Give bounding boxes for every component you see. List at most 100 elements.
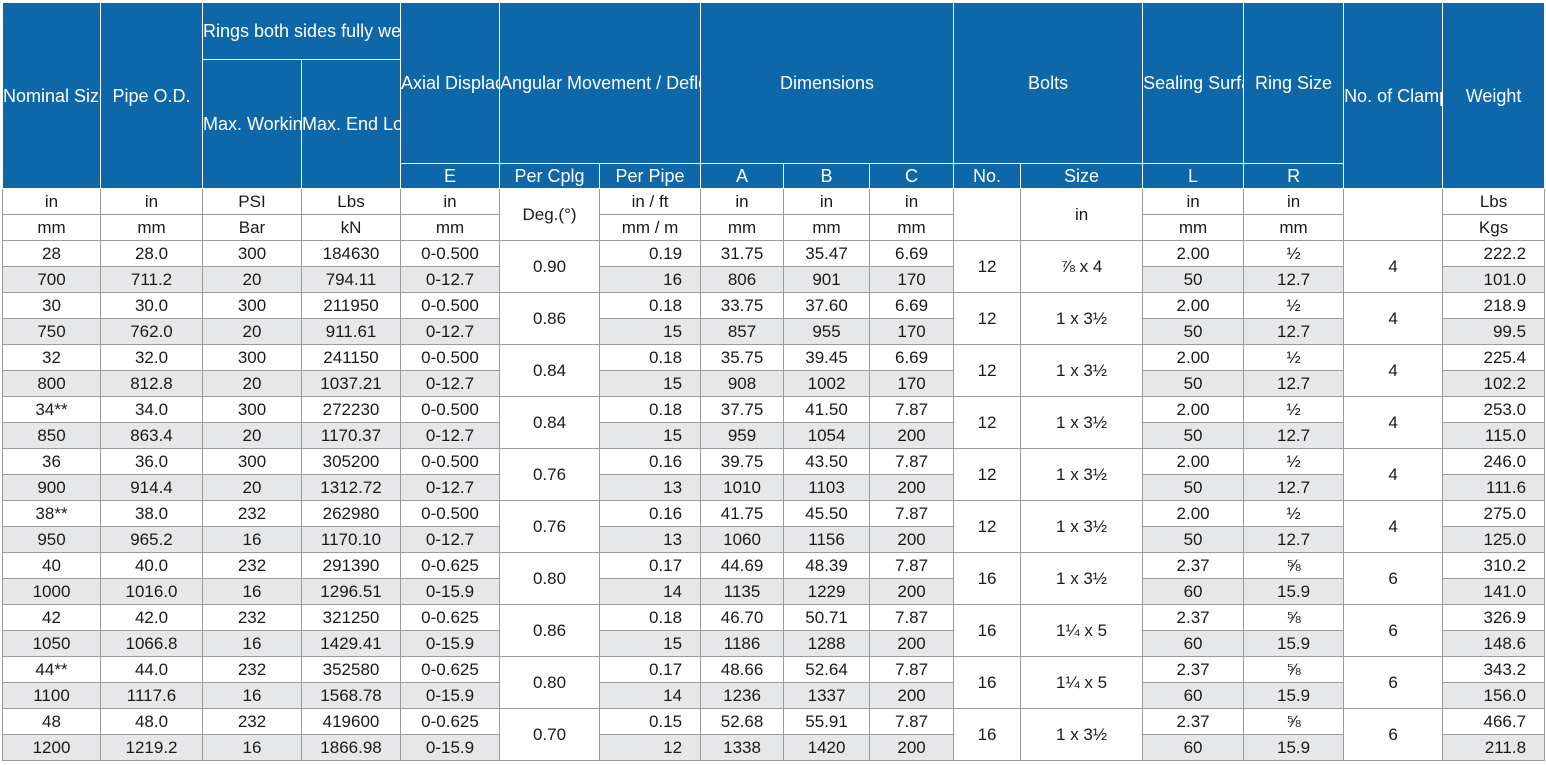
table-cell: 50 (1142, 474, 1245, 501)
table-cell: 13 (599, 474, 702, 501)
header-dimensions: Dimensions (700, 2, 955, 164)
table-cell: 60 (1142, 682, 1245, 709)
table-cell: 1186 (700, 630, 785, 657)
bolt-size-cell: 1 x 3½ (1020, 708, 1144, 761)
table-cell: 200 (869, 526, 955, 553)
table-cell: 0-0.625 (400, 708, 501, 735)
table-cell: 39.75 (700, 448, 785, 475)
table-cell: 800 (2, 370, 101, 397)
table-cell: 0-0.500 (400, 396, 501, 423)
table-cell: 232 (202, 708, 302, 735)
table-cell: 15 (599, 422, 702, 449)
table-cell: 0-12.7 (400, 474, 501, 501)
header-ring-letter: R (1243, 163, 1345, 189)
table-cell: 50 (1142, 422, 1245, 449)
table-cell: 1135 (700, 578, 785, 605)
table-cell: 12.7 (1243, 422, 1345, 449)
table-cell: 7.87 (869, 604, 955, 631)
table-row: 700 711.2 20 794.11 0-12.7 16 806 901 170 50 12.7 1… (2, 266, 1546, 293)
table-cell: 50 (1142, 266, 1245, 293)
table-cell: 50 (1142, 526, 1245, 553)
header-pipe-od: Pipe O.D. (100, 2, 203, 189)
table-cell: 101.0 (1442, 266, 1546, 293)
unit-cell: kN (300, 214, 402, 241)
unit-cell: in (2, 188, 101, 215)
table-cell: 16 (202, 526, 302, 553)
header-max-end-load: Max. End Load (CWP)# (300, 59, 402, 189)
header-dim-b: B (783, 163, 871, 189)
table-cell: 12.7 (1243, 526, 1345, 553)
header-bolts-no: No. (953, 163, 1022, 189)
table-cell: 241150 (300, 344, 402, 371)
unit-cell: PSI (202, 188, 302, 215)
unit-cell: Kgs (1442, 214, 1546, 241)
table-cell: 35.47 (783, 240, 871, 267)
table-cell: 15 (599, 370, 702, 397)
table-cell: 1010 (700, 474, 785, 501)
table-cell: 48.39 (783, 552, 871, 579)
unit-cell: Lbs (300, 188, 402, 215)
table-cell: 1288 (783, 630, 871, 657)
clamps-cell: 6 (1343, 604, 1444, 657)
table-cell: 7.87 (869, 500, 955, 527)
table-cell: 0-15.9 (400, 734, 501, 761)
table-cell: 30 (2, 292, 101, 319)
table-cell: 0-0.500 (400, 240, 501, 267)
unit-cell: mm / m (599, 214, 702, 241)
table-cell: 246.0 (1442, 448, 1546, 475)
header-sealing-surface: Sealing Surface (1142, 2, 1245, 164)
table-cell: 111.6 (1442, 474, 1546, 501)
table-cell: 200 (869, 682, 955, 709)
table-cell: 352580 (300, 656, 402, 683)
table-row: 1100 1117.6 16 1568.78 0-15.9 14 1236 1337 200 60… (2, 682, 1546, 709)
table-cell: 262980 (300, 500, 402, 527)
table-cell: 1103 (783, 474, 871, 501)
unit-cell: mm (400, 214, 501, 241)
table-cell: 41.75 (700, 500, 785, 527)
bolt-size-cell: 1¼ x 5 (1020, 656, 1144, 709)
table-cell: 1100 (2, 682, 101, 709)
table-cell: 291390 (300, 552, 402, 579)
table-cell: 253.0 (1442, 396, 1546, 423)
unit-cell: mm (869, 214, 955, 241)
bolt-no-cell: 12 (953, 448, 1022, 501)
table-body: in in PSI Lbs in Deg.(°) in / ft in in i… (2, 188, 1546, 761)
table-cell: 300 (202, 240, 302, 267)
table-cell: 232 (202, 604, 302, 631)
clamps-cell: 6 (1343, 656, 1444, 709)
header-dim-a: A (700, 163, 785, 189)
table-cell: 0-0.500 (400, 344, 501, 371)
unit-cell: mm (700, 214, 785, 241)
table-cell: 806 (700, 266, 785, 293)
table-cell: 6.69 (869, 240, 955, 267)
bolt-size-cell: 1 x 3½ (1020, 552, 1144, 605)
table-cell: 125.0 (1442, 526, 1546, 553)
table-cell: 170 (869, 266, 955, 293)
table-row: 850 863.4 20 1170.37 0-12.7 15 959 1054 200 50 12.… (2, 422, 1546, 449)
bolt-size-cell: 1¼ x 5 (1020, 604, 1144, 657)
table-cell: 343.2 (1442, 656, 1546, 683)
table-cell: 1156 (783, 526, 871, 553)
header-per-cplg: Per Cplg (499, 163, 601, 189)
deflection-cell: 0.70 (499, 708, 601, 761)
table-cell: 28.0 (100, 240, 203, 267)
header-per-pipe: Per Pipe (599, 163, 702, 189)
table-cell: 300 (202, 396, 302, 423)
table-cell: 41.50 (783, 396, 871, 423)
table-cell: 305200 (300, 448, 402, 475)
table-cell: 200 (869, 422, 955, 449)
table-cell: 28 (2, 240, 101, 267)
table-cell: 0-0.625 (400, 604, 501, 631)
table-cell: 2.00 (1142, 240, 1245, 267)
table-cell: 0-0.625 (400, 656, 501, 683)
header-max-working-pressure: Max. Working Pressure (CWP)# (202, 59, 302, 189)
table-cell: 1312.72 (300, 474, 402, 501)
unit-cell: Lbs (1442, 188, 1546, 215)
table-cell: 0-15.9 (400, 578, 501, 605)
table-cell: ½ (1243, 448, 1345, 475)
table-cell: 12.7 (1243, 266, 1345, 293)
header-bolts-size: Size (1020, 163, 1144, 189)
table-cell: 750 (2, 318, 101, 345)
unit-cell: mm (1243, 214, 1345, 241)
table-cell: 30.0 (100, 292, 203, 319)
